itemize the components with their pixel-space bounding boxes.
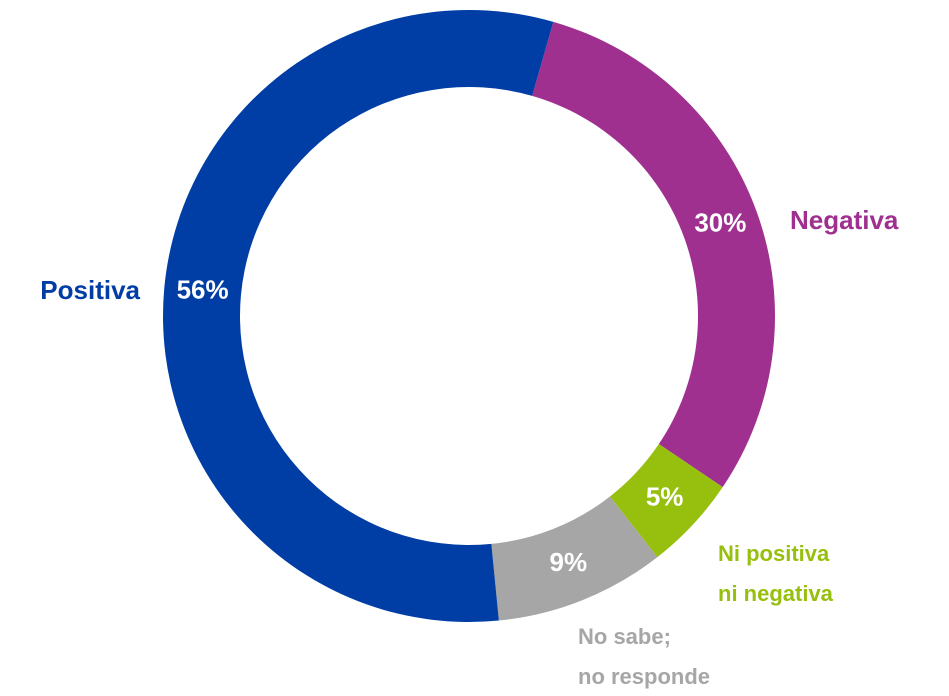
value-label: 30% (694, 207, 746, 237)
category-label: Negativa (790, 205, 899, 235)
value-label: 5% (646, 481, 684, 511)
value-label: 9% (550, 547, 588, 577)
value-label: 56% (177, 275, 229, 305)
donut-segment (163, 9, 554, 623)
category-label: Ni positiva (718, 541, 830, 566)
category-label: ni negativa (718, 581, 834, 606)
donut-segment (532, 21, 775, 488)
donut-segment (609, 444, 723, 558)
category-label: Positiva (40, 275, 140, 305)
category-label: No sabe; (578, 624, 671, 649)
donut-segment (491, 496, 658, 621)
category-label: no responde (578, 664, 710, 689)
